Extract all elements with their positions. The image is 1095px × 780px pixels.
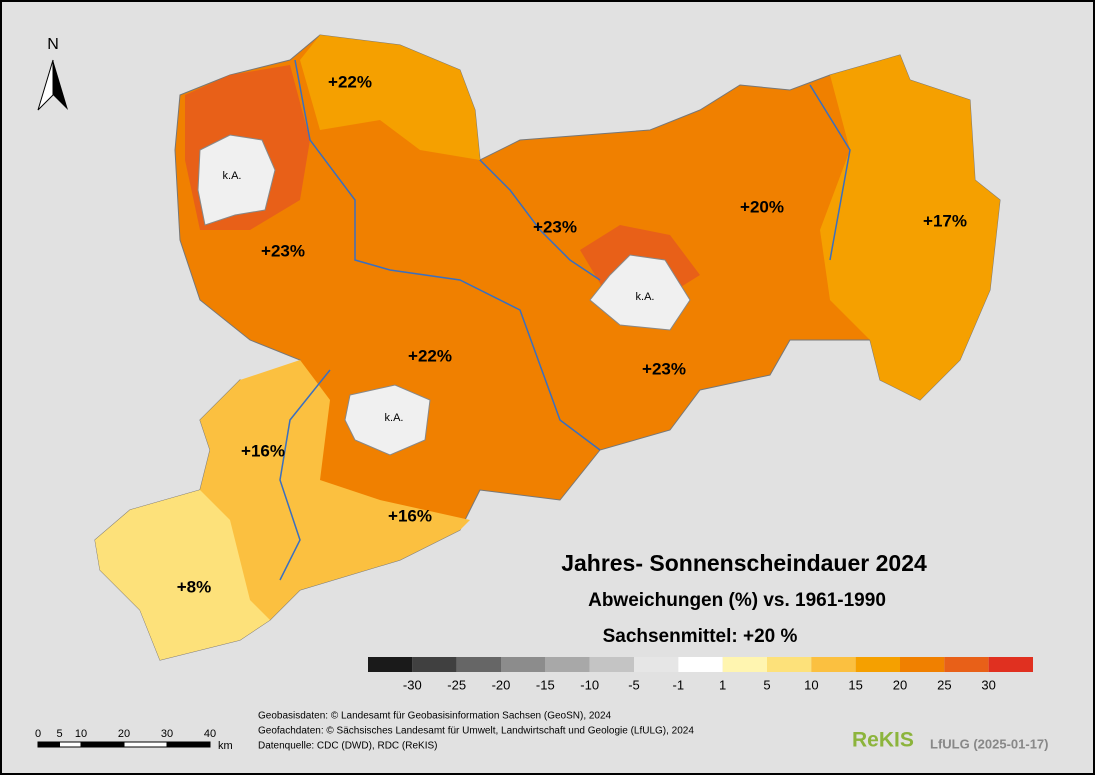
legend-tick-label: 30 bbox=[981, 677, 995, 692]
brand-note: LfULG (2025-01-17) bbox=[930, 736, 1048, 751]
region-label: +23% bbox=[533, 217, 577, 236]
legend-swatch bbox=[501, 657, 546, 672]
legend-tick-label: -30 bbox=[403, 677, 422, 692]
region-label: +23% bbox=[261, 241, 305, 260]
legend-swatch bbox=[589, 657, 634, 672]
scale-segment bbox=[166, 741, 211, 748]
credit: Datenquelle: CDC (DWD), RDC (ReKIS) bbox=[258, 741, 437, 752]
legend-tick-label: 5 bbox=[763, 677, 770, 692]
legend-swatch bbox=[944, 657, 989, 672]
region-label: +23% bbox=[642, 359, 686, 378]
legend-swatch bbox=[988, 657, 1033, 672]
scale-segment bbox=[37, 741, 60, 748]
region-label: k.A. bbox=[223, 170, 242, 182]
brand: ReKIS bbox=[852, 729, 914, 752]
legend-swatch bbox=[545, 657, 590, 672]
scale-segment bbox=[59, 741, 82, 748]
legend-tick-label: -25 bbox=[447, 677, 466, 692]
scale-tick-label: 20 bbox=[118, 728, 130, 740]
legend-tick-label: 1 bbox=[719, 677, 726, 692]
legend-swatch bbox=[678, 657, 723, 672]
region-label: k.A. bbox=[636, 291, 655, 303]
legend-swatch bbox=[722, 657, 767, 672]
region-label: +22% bbox=[328, 72, 372, 91]
north-label: N bbox=[47, 36, 59, 53]
scale-tick-label: 0 bbox=[35, 728, 41, 740]
scale-segment bbox=[123, 741, 168, 748]
legend-swatch bbox=[456, 657, 501, 672]
region-label: +17% bbox=[923, 211, 967, 230]
scale-unit: km bbox=[218, 740, 233, 752]
scale-tick-label: 5 bbox=[56, 728, 62, 740]
state-mean: Sachsenmittel: +20 % bbox=[603, 626, 798, 647]
region-label: k.A. bbox=[385, 412, 404, 424]
legend-tick-label: -15 bbox=[536, 677, 555, 692]
map-title: Jahres- Sonnenscheindauer 2024 bbox=[561, 550, 927, 576]
credit: Geobasisdaten: © Landesamt für Geobasisi… bbox=[258, 711, 612, 722]
map-subtitle: Abweichungen (%) vs. 1961-1990 bbox=[588, 590, 886, 611]
legend-tick-label: -10 bbox=[580, 677, 599, 692]
legend-swatch bbox=[855, 657, 900, 672]
region-label: +16% bbox=[388, 506, 432, 525]
legend-tick-label: -20 bbox=[492, 677, 511, 692]
legend-tick-label: 15 bbox=[848, 677, 862, 692]
scale-tick-label: 40 bbox=[204, 728, 216, 740]
legend-swatch bbox=[767, 657, 812, 672]
legend-swatch bbox=[368, 657, 413, 672]
north-arrow: N bbox=[37, 36, 68, 111]
legend-tick-label: 10 bbox=[804, 677, 818, 692]
region-label: +22% bbox=[408, 346, 452, 365]
scale-tick-label: 10 bbox=[75, 728, 87, 740]
scale-tick-label: 30 bbox=[161, 728, 173, 740]
legend-swatch bbox=[811, 657, 856, 672]
legend-swatch bbox=[900, 657, 945, 672]
legend-tick-label: -1 bbox=[673, 677, 685, 692]
legend-tick-label: -5 bbox=[628, 677, 640, 692]
region-label: +20% bbox=[740, 197, 784, 216]
scale-segment bbox=[80, 741, 125, 748]
legend-tick-label: 25 bbox=[937, 677, 951, 692]
credit: Geofachdaten: © Sächsisches Landesamt fü… bbox=[258, 726, 694, 737]
region-label: +8% bbox=[177, 577, 212, 596]
legend-swatch bbox=[412, 657, 457, 672]
state-area bbox=[94, 34, 1001, 661]
legend-swatch bbox=[634, 657, 679, 672]
region-label: +16% bbox=[241, 441, 285, 460]
legend-tick-label: 20 bbox=[893, 677, 907, 692]
